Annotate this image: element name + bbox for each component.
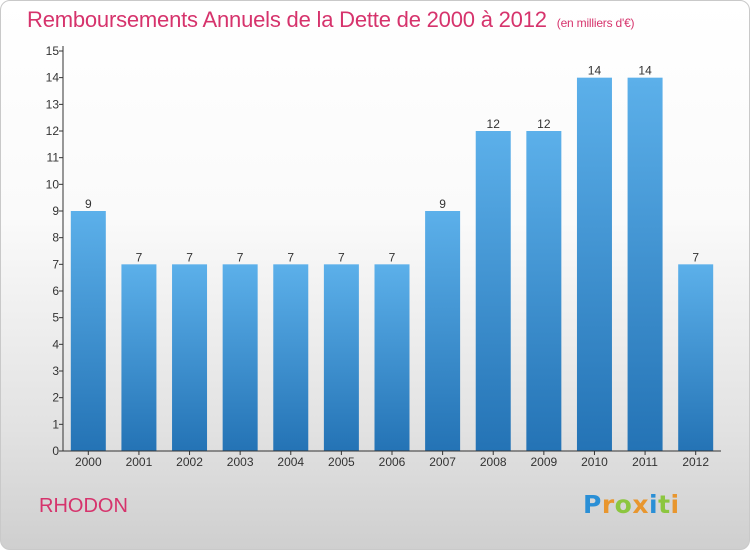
x-tick-label: 2009 <box>530 455 557 469</box>
x-tick-label: 2002 <box>176 455 203 469</box>
y-tick-label: 9 <box>52 204 59 218</box>
logo-letter: x <box>632 490 649 519</box>
data-label: 7 <box>287 250 294 264</box>
y-tick-label: 8 <box>52 231 59 245</box>
chart-title: Remboursements Annuels de la Dette de 20… <box>27 7 635 33</box>
x-tick-label: 2001 <box>126 455 153 469</box>
data-label: 12 <box>537 117 551 131</box>
data-label: 9 <box>85 197 92 211</box>
bar <box>425 211 461 451</box>
x-tick-label: 2005 <box>328 455 355 469</box>
bar <box>374 264 410 451</box>
bar <box>576 77 612 452</box>
bar <box>172 264 208 451</box>
data-label: 9 <box>439 197 446 211</box>
data-label: 7 <box>237 250 244 264</box>
data-label: 14 <box>588 64 602 78</box>
data-label: 12 <box>487 117 501 131</box>
data-label: 7 <box>389 250 396 264</box>
y-tick-label: 10 <box>46 177 60 191</box>
bar <box>627 77 663 452</box>
x-tick-label: 2007 <box>429 455 456 469</box>
data-label: 7 <box>692 250 699 264</box>
bar <box>475 131 511 451</box>
y-tick-label: 0 <box>52 444 59 458</box>
logo-letter: i <box>670 490 680 519</box>
bar <box>526 131 562 451</box>
y-tick-label: 6 <box>52 284 59 298</box>
bar <box>222 264 258 451</box>
bar <box>678 264 714 451</box>
y-tick-label: 15 <box>46 44 60 58</box>
x-tick-label: 2012 <box>682 455 709 469</box>
logo-letter: o <box>614 490 633 519</box>
commune-name: RHODON <box>39 495 128 517</box>
y-tick-label: 7 <box>52 257 59 271</box>
bar <box>70 211 106 451</box>
logo-letter: i <box>649 490 659 519</box>
y-tick-label: 3 <box>52 364 59 378</box>
x-tick-label: 2010 <box>581 455 608 469</box>
x-tick-label: 2004 <box>277 455 304 469</box>
y-tick-label: 12 <box>46 124 60 138</box>
logo-letter: P <box>583 490 602 519</box>
bar <box>273 264 309 451</box>
proxiti-logo: Proxiti <box>583 490 680 519</box>
y-tick-label: 4 <box>52 337 59 351</box>
data-label: 7 <box>338 250 345 264</box>
x-tick-label: 2003 <box>227 455 254 469</box>
y-tick-label: 1 <box>52 417 59 431</box>
y-tick-label: 13 <box>46 97 60 111</box>
logo-letter: t <box>658 490 671 519</box>
y-tick-label: 11 <box>47 151 60 165</box>
data-label: 7 <box>136 250 143 264</box>
title-text: Remboursements Annuels de la Dette de 20… <box>27 7 547 32</box>
bar <box>323 264 359 451</box>
y-tick-label: 14 <box>46 71 60 85</box>
data-label: 14 <box>638 64 652 78</box>
bar <box>121 264 157 451</box>
x-tick-label: 2000 <box>75 455 102 469</box>
x-tick-label: 2006 <box>379 455 406 469</box>
x-tick-label: 2008 <box>480 455 507 469</box>
chart-subtitle: (en milliers d'€) <box>556 16 635 30</box>
y-tick-label: 2 <box>52 391 59 405</box>
data-label: 7 <box>186 250 193 264</box>
x-tick-label: 2011 <box>632 455 658 469</box>
y-tick-label: 5 <box>52 311 59 325</box>
logo-letter: r <box>601 490 615 519</box>
